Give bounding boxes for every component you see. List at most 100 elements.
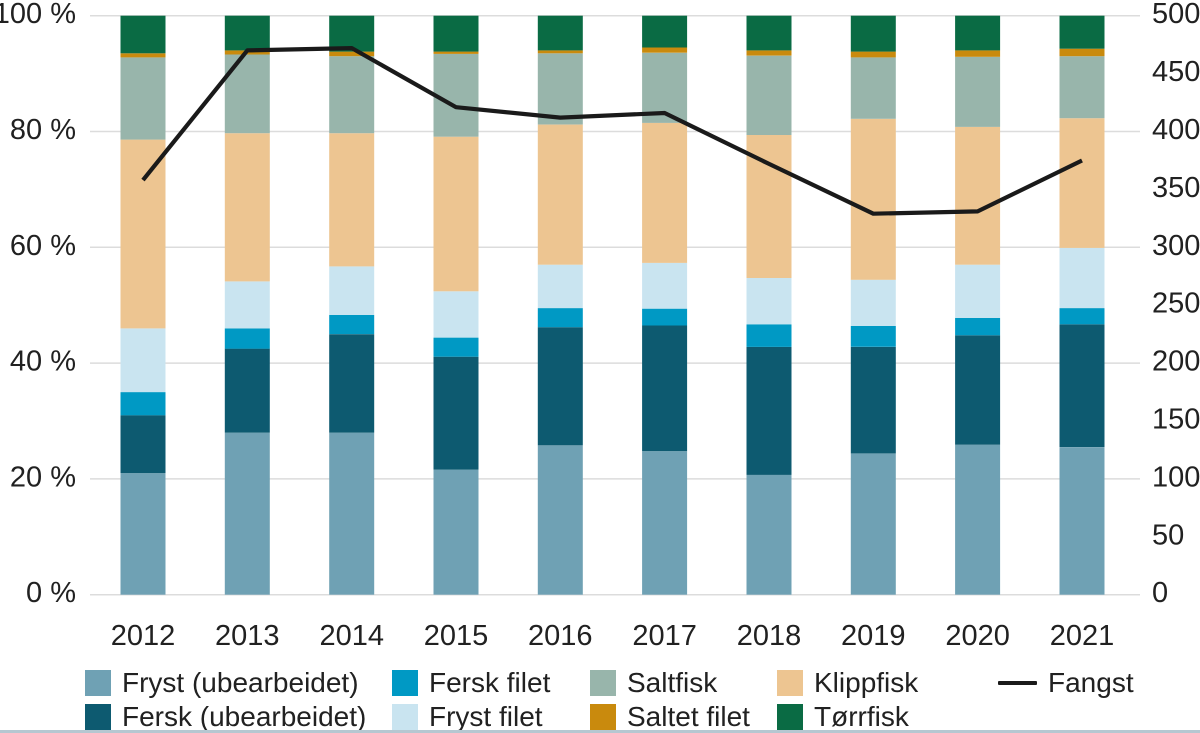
segment-klippfisk-2020 bbox=[955, 126, 1001, 265]
segment-fersk-filet-2018 bbox=[746, 324, 792, 347]
segment-saltfisk-2018 bbox=[746, 55, 792, 136]
bar-2012 bbox=[120, 15, 166, 595]
segment-fryst-ubearbeidet-2014 bbox=[329, 432, 375, 595]
bar-2016 bbox=[537, 15, 583, 595]
left-axis-tick-60: 60 % bbox=[10, 230, 76, 262]
segment-fryst-ubearbeidet-2018 bbox=[746, 474, 792, 595]
right-axis-tick-400: 400 bbox=[1152, 114, 1200, 146]
right-axis-tick-350: 350 bbox=[1152, 172, 1200, 204]
segment-fryst-filet-2017 bbox=[642, 262, 688, 309]
segment-fryst-filet-2013 bbox=[224, 281, 270, 329]
segment-klippfisk-2014 bbox=[329, 133, 375, 267]
bar-2020 bbox=[955, 15, 1001, 595]
segment-fersk-ubearbeidet-2015 bbox=[433, 356, 479, 470]
segment-torrfisk-2014 bbox=[329, 15, 375, 52]
segment-fryst-filet-2016 bbox=[537, 264, 583, 309]
segment-torrfisk-2016 bbox=[537, 15, 583, 51]
segment-saltfisk-2012 bbox=[120, 57, 166, 140]
x-axis-label-2020: 2020 bbox=[945, 620, 1010, 652]
segment-fryst-ubearbeidet-2012 bbox=[120, 473, 166, 595]
segment-klippfisk-2016 bbox=[537, 124, 583, 265]
segment-fryst-filet-2019 bbox=[850, 279, 896, 326]
segment-torrfisk-2021 bbox=[1059, 15, 1105, 49]
segment-saltet-filet-2014 bbox=[329, 51, 375, 57]
bar-2019 bbox=[850, 15, 896, 595]
segment-fersk-filet-2015 bbox=[433, 337, 479, 357]
x-axis-label-2019: 2019 bbox=[841, 620, 906, 652]
segment-fersk-filet-2014 bbox=[329, 315, 375, 335]
segment-saltfisk-2015 bbox=[433, 53, 479, 137]
segment-fersk-ubearbeidet-2020 bbox=[955, 335, 1001, 445]
segment-fersk-ubearbeidet-2013 bbox=[224, 348, 270, 433]
right-axis-tick-100: 100 bbox=[1152, 461, 1200, 493]
segment-fersk-ubearbeidet-2018 bbox=[746, 346, 792, 475]
segment-fryst-filet-2012 bbox=[120, 328, 166, 393]
segment-saltet-filet-2018 bbox=[746, 50, 792, 56]
bar-2015 bbox=[433, 15, 479, 595]
segment-fryst-ubearbeidet-2017 bbox=[642, 451, 688, 595]
x-axis-label-2012: 2012 bbox=[111, 620, 176, 652]
segment-klippfisk-2013 bbox=[224, 133, 270, 282]
segment-saltfisk-2021 bbox=[1059, 56, 1105, 119]
right-axis-tick-50: 50 bbox=[1152, 519, 1184, 551]
right-axis-tick-500: 500 bbox=[1152, 0, 1200, 30]
segment-fersk-ubearbeidet-2016 bbox=[537, 327, 583, 446]
fangst-line bbox=[141, 45, 1083, 216]
x-axis-label-2013: 2013 bbox=[215, 620, 280, 652]
segment-fryst-ubearbeidet-2019 bbox=[850, 453, 896, 595]
segment-fryst-ubearbeidet-2021 bbox=[1059, 447, 1105, 595]
left-axis-tick-40: 40 % bbox=[10, 346, 76, 378]
segment-saltfisk-2019 bbox=[850, 57, 896, 119]
segment-saltfisk-2016 bbox=[537, 53, 583, 125]
left-axis-tick-20: 20 % bbox=[10, 461, 76, 493]
left-axis-tick-0: 0 % bbox=[26, 577, 76, 609]
segment-fersk-filet-2021 bbox=[1059, 308, 1105, 325]
bottom-edge-strip bbox=[0, 730, 1200, 733]
segment-fryst-ubearbeidet-2013 bbox=[224, 432, 270, 595]
segment-fersk-ubearbeidet-2012 bbox=[120, 415, 166, 474]
segment-fersk-ubearbeidet-2021 bbox=[1059, 324, 1105, 447]
segment-saltet-filet-2012 bbox=[120, 53, 166, 58]
right-axis-tick-250: 250 bbox=[1152, 288, 1200, 320]
bar-2014 bbox=[329, 15, 375, 595]
x-axis-label-2015: 2015 bbox=[424, 620, 489, 652]
segment-fersk-filet-2013 bbox=[224, 328, 270, 349]
segment-saltfisk-2013 bbox=[224, 54, 270, 134]
segment-fryst-ubearbeidet-2016 bbox=[537, 445, 583, 595]
segment-klippfisk-2015 bbox=[433, 136, 479, 292]
bar-2021 bbox=[1059, 15, 1105, 595]
segment-torrfisk-2019 bbox=[850, 15, 896, 52]
x-axis-label-2014: 2014 bbox=[319, 620, 384, 652]
segment-fryst-filet-2021 bbox=[1059, 247, 1105, 309]
x-axis-label-2021: 2021 bbox=[1050, 620, 1115, 652]
segment-saltet-filet-2016 bbox=[537, 50, 583, 54]
segment-saltet-filet-2015 bbox=[433, 51, 479, 54]
segment-fersk-filet-2020 bbox=[955, 317, 1001, 336]
segment-klippfisk-2012 bbox=[120, 139, 166, 329]
segment-torrfisk-2015 bbox=[433, 15, 479, 52]
x-axis-label-2016: 2016 bbox=[528, 620, 593, 652]
segment-saltet-filet-2020 bbox=[955, 50, 1001, 57]
segment-torrfisk-2018 bbox=[746, 15, 792, 51]
right-axis-tick-300: 300 bbox=[1152, 230, 1200, 262]
segment-fersk-filet-2017 bbox=[642, 308, 688, 326]
segment-klippfisk-2019 bbox=[850, 118, 896, 280]
segment-saltet-filet-2021 bbox=[1059, 48, 1105, 57]
segment-fryst-filet-2014 bbox=[329, 266, 375, 315]
right-axis-tick-450: 450 bbox=[1152, 56, 1200, 88]
segment-fryst-filet-2018 bbox=[746, 278, 792, 325]
left-axis-tick-100: 100 % bbox=[0, 0, 76, 30]
segment-torrfisk-2012 bbox=[120, 15, 166, 54]
segment-saltet-filet-2017 bbox=[642, 47, 688, 53]
segment-fersk-filet-2016 bbox=[537, 308, 583, 328]
right-axis-tick-200: 200 bbox=[1152, 346, 1200, 378]
segment-fersk-ubearbeidet-2014 bbox=[329, 334, 375, 433]
segment-fryst-ubearbeidet-2020 bbox=[955, 444, 1001, 595]
segment-fersk-ubearbeidet-2017 bbox=[642, 325, 688, 452]
segment-fryst-ubearbeidet-2015 bbox=[433, 469, 479, 595]
x-axis-label-2017: 2017 bbox=[632, 620, 697, 652]
bar-2018 bbox=[746, 15, 792, 595]
segment-saltfisk-2014 bbox=[329, 56, 375, 134]
